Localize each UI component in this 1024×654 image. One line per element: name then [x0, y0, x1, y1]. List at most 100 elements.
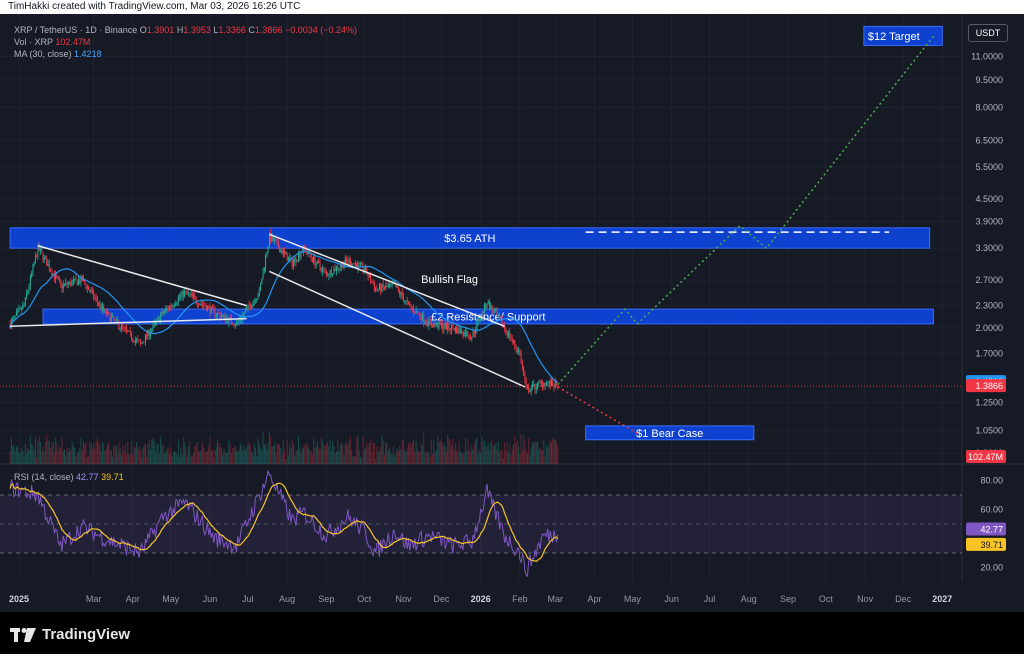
candle-body	[89, 289, 91, 292]
candle-body	[391, 283, 393, 285]
volume-bar	[301, 448, 303, 464]
volume-bar	[401, 439, 403, 464]
candle-body	[41, 249, 43, 253]
volume-bar	[257, 438, 259, 464]
candle-body	[397, 286, 399, 291]
volume-bar	[547, 448, 549, 464]
candle-body	[329, 270, 331, 275]
candle-body	[94, 297, 96, 299]
brand-name: TradingView	[42, 626, 131, 643]
volume-bar	[544, 456, 546, 464]
candle-body	[408, 301, 410, 303]
candle-body	[332, 274, 334, 276]
time-axis-label: Dec	[895, 594, 912, 604]
volume-bar	[118, 441, 120, 464]
volume-bar	[214, 450, 216, 464]
candle-body	[434, 323, 436, 326]
volume-bar	[200, 450, 202, 464]
candle-body	[344, 258, 346, 265]
candle-body	[411, 307, 413, 309]
tradingview-logo[interactable]: TradingView	[10, 626, 130, 643]
candle-body	[553, 385, 555, 388]
volume-bar	[406, 448, 408, 464]
volume-bar	[133, 446, 135, 464]
candle-body	[552, 380, 554, 386]
candle-body	[529, 391, 531, 393]
candle-body	[352, 263, 354, 266]
volume-bar	[43, 451, 45, 464]
candle-body	[67, 283, 69, 285]
volume-bar	[451, 446, 453, 464]
volume-bar	[319, 449, 321, 464]
candle-body	[377, 288, 379, 290]
volume-bar	[400, 449, 402, 464]
time-axis-label: 2025	[9, 594, 29, 604]
candle-body	[475, 330, 477, 333]
volume-bar	[391, 454, 393, 464]
volume-bar	[38, 435, 40, 464]
volume-bar	[395, 452, 397, 464]
zone-label: $3.65 ATH	[444, 233, 495, 245]
time-axis-label: Aug	[279, 594, 295, 604]
volume-bar	[531, 441, 533, 464]
volume-bar	[505, 450, 507, 464]
volume-bar	[377, 451, 379, 464]
candle-body	[415, 310, 417, 314]
volume-bar	[438, 441, 440, 464]
candle-body	[320, 267, 322, 272]
candle-body	[161, 311, 163, 316]
volume-value: 102.47M	[55, 37, 91, 47]
volume-bar	[112, 456, 114, 464]
volume-bar	[42, 446, 44, 464]
candle-body	[150, 332, 152, 336]
candle-body	[339, 266, 341, 269]
volume-bar	[196, 442, 198, 464]
candle-body	[179, 297, 181, 298]
candle-body	[18, 309, 20, 311]
candle-body	[371, 281, 373, 283]
candle-body	[210, 306, 212, 314]
candle-body	[70, 281, 72, 286]
candle-body	[260, 283, 262, 290]
candle-body	[115, 319, 117, 321]
volume-bar	[458, 441, 460, 464]
volume-bar	[147, 444, 149, 464]
volume-bar	[351, 450, 353, 464]
candle-body	[544, 382, 546, 386]
candle-body	[370, 274, 372, 282]
candle-body	[201, 303, 203, 305]
candle-body	[438, 321, 440, 328]
volume-bar	[537, 441, 539, 464]
candle-body	[276, 241, 278, 243]
currency-button[interactable]: USDT	[968, 24, 1008, 42]
candle-body	[473, 330, 475, 333]
volume-bar	[21, 448, 23, 464]
volume-bar	[19, 453, 21, 464]
volume-bar	[430, 439, 432, 464]
volume-bar	[124, 444, 126, 464]
volume-bar	[334, 452, 336, 464]
volume-bar	[191, 456, 193, 464]
candle-body	[119, 328, 121, 330]
candle-body	[310, 255, 312, 258]
price-chart[interactable]: 2025 Mar Apr May Jun Jul Aug Sep Oct Nov Dec 2026 Fe…	[0, 14, 1024, 612]
candle-body	[51, 271, 53, 275]
candle-body	[285, 252, 287, 254]
volume-bar	[109, 449, 111, 464]
candle-body	[461, 329, 463, 334]
volume-bar	[273, 443, 275, 464]
volume-bar	[459, 450, 461, 464]
volume-bar	[100, 450, 102, 464]
volume-bar	[410, 445, 412, 464]
candle-body	[209, 306, 211, 314]
volume-bar	[330, 450, 332, 464]
candle-body	[299, 253, 301, 257]
rsi-ma-value: 39.71	[101, 472, 124, 482]
volume-bar	[315, 446, 317, 464]
candle-body	[31, 273, 33, 277]
rsi-axis-label: 20.00	[980, 563, 1003, 573]
volume-bar	[113, 444, 115, 464]
volume-bar	[144, 444, 146, 464]
rsi-axis-label: 80.00	[980, 476, 1003, 486]
volume-bar	[454, 443, 456, 464]
